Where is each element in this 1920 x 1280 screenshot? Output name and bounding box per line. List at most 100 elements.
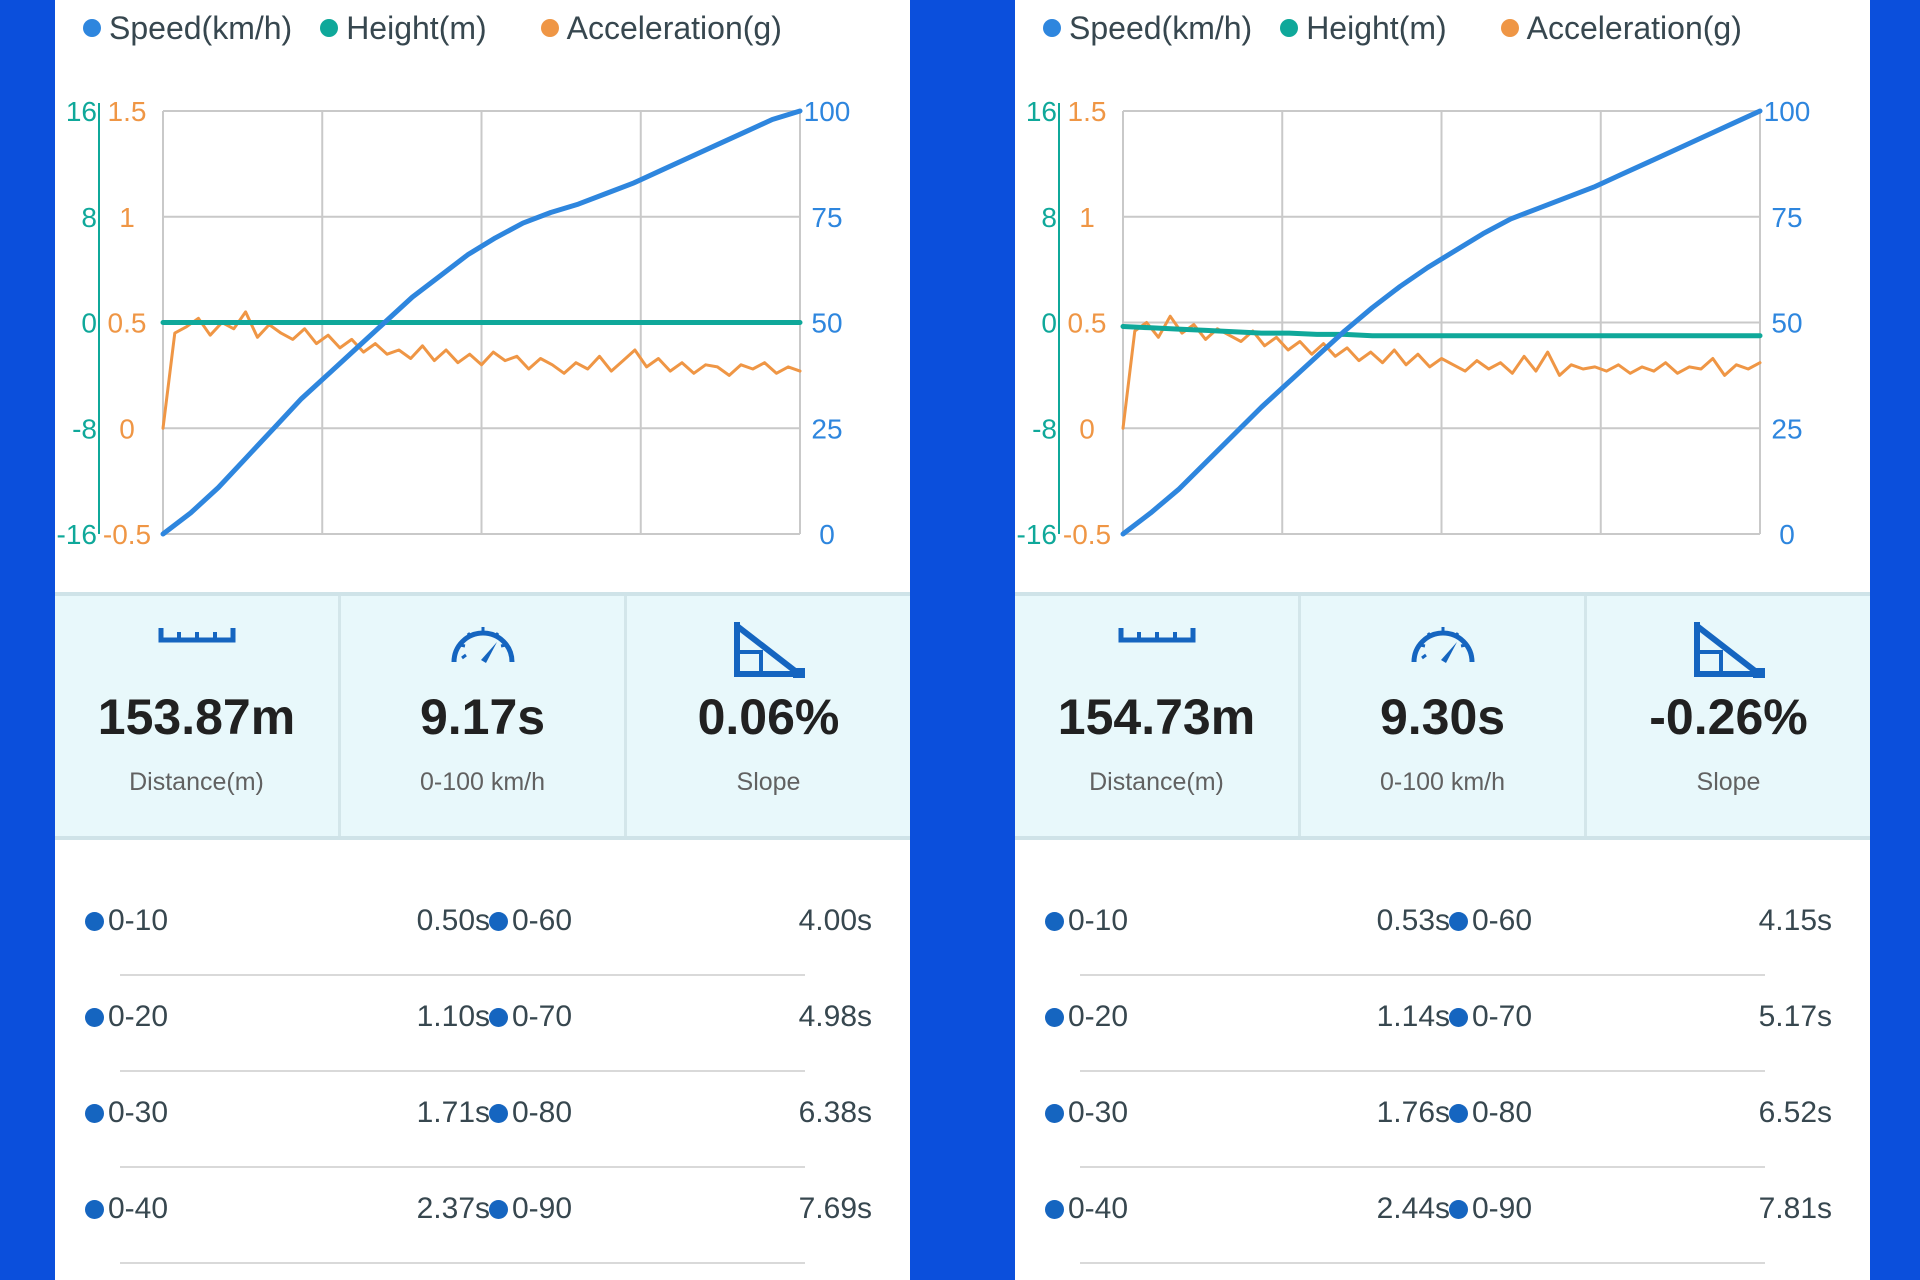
height-tick-label: 8 [1041, 202, 1057, 233]
zero-to-hundred-value: 9.17s [419, 689, 546, 745]
split-label: 0-30 [1045, 1096, 1128, 1130]
acceleration-tick-label: 0.5 [108, 308, 147, 339]
split-time: 2.37s [416, 1192, 490, 1225]
split-time: 4.15s [1758, 904, 1832, 937]
split-label: 0-40 [1045, 1192, 1128, 1226]
bullet-icon [489, 1103, 508, 1123]
speed-tick-label: 25 [811, 413, 842, 444]
split-range: 0-40 [108, 1192, 169, 1225]
bullet-icon [1045, 1007, 1064, 1027]
speed-legend-dot-icon [1043, 19, 1061, 37]
acceleration-tick-label: 1 [119, 202, 135, 233]
ruler-icon [158, 628, 235, 643]
height-tick-label: -8 [72, 413, 97, 444]
speed-legend-dot-icon [83, 19, 101, 37]
list-item: 0-30 1.71s 0-80 6.38s [55, 1072, 910, 1168]
split-range: 0-90 [1472, 1192, 1533, 1225]
bullet-icon [489, 1007, 508, 1027]
result-panel-right: Speed(km/h) Height(m) Acceleration(g) 16… [1015, 0, 1870, 1280]
legend-item-height[interactable]: Height(m) [320, 9, 487, 47]
slope-value: 0.06% [697, 689, 840, 745]
bullet-icon [1045, 911, 1064, 931]
stat-distance: 154.73m Distance(m) [1015, 596, 1301, 836]
legend-label-height: Height(m) [346, 9, 487, 46]
chart-legend: Speed(km/h) Height(m) Acceleration(g) [1043, 8, 1742, 48]
speed-tick-label: 100 [1764, 96, 1811, 127]
split-range: 0-70 [512, 1000, 573, 1033]
split-time: 4.00s [798, 904, 872, 937]
split-time: 7.69s [798, 1192, 872, 1225]
split-range: 0-10 [1068, 904, 1129, 937]
speed-tick-label: 100 [804, 96, 851, 127]
split-time: 2.44s [1376, 1192, 1450, 1225]
legend-label-height: Height(m) [1306, 9, 1447, 46]
list-item: 0-20 1.10s 0-70 4.98s [55, 976, 910, 1072]
distance-label: Distance(m) [1089, 768, 1224, 796]
acceleration-tick-label: 0.5 [1068, 308, 1107, 339]
split-label: 0-90 [1449, 1192, 1532, 1226]
bullet-icon [85, 911, 104, 931]
bullet-icon [1045, 1199, 1064, 1219]
split-range: 0-90 [512, 1192, 573, 1225]
split-time: 6.52s [1758, 1096, 1832, 1129]
height-legend-dot-icon [1280, 19, 1299, 37]
height-tick-label: 0 [81, 308, 97, 339]
split-label: 0-20 [1045, 1000, 1128, 1034]
stat-distance: 153.87m Distance(m) [55, 596, 341, 836]
height-tick-label: 16 [1026, 96, 1057, 127]
split-time: 5.17s [1758, 1000, 1832, 1033]
split-range: 0-10 [108, 904, 169, 937]
zero-to-hundred-label: 0-100 km/h [1379, 768, 1506, 796]
legend-label-speed: Speed(km/h) [1069, 9, 1253, 46]
acceleration-legend-dot-icon [1500, 19, 1519, 37]
zero-to-hundred-value: 9.30s [1379, 689, 1506, 745]
height-series-line [1120, 324, 1763, 339]
stats-row: 153.87m Distance(m) 9.17s 0-100 km/h 0.0… [55, 592, 910, 840]
acceleration-tick-label: -0.5 [103, 519, 151, 550]
split-time: 1.71s [416, 1096, 490, 1129]
height-tick-label: -16 [57, 519, 97, 550]
height-legend-dot-icon [320, 19, 339, 37]
stat-slope: 0.06% Slope [627, 596, 910, 836]
bullet-icon [1449, 1103, 1468, 1123]
legend-label-acceleration: Acceleration(g) [1526, 9, 1742, 46]
speed-tick-label: 0 [1779, 519, 1795, 550]
stat-0-100: 9.30s 0-100 km/h [1301, 596, 1587, 836]
bullet-icon [85, 1103, 104, 1123]
slope-value: -0.26% [1649, 689, 1808, 745]
speed-tick-label: 25 [1771, 413, 1802, 444]
split-time: 1.10s [416, 1000, 490, 1033]
slope-icon [1693, 622, 1765, 678]
legend-item-acceleration[interactable]: Acceleration(g) [540, 10, 782, 47]
legend-item-speed[interactable]: Speed(km/h) [1043, 10, 1252, 47]
split-range: 0-70 [1472, 1000, 1533, 1033]
height-tick-label: 16 [66, 96, 97, 127]
speedometer-icon [451, 627, 514, 663]
legend-item-speed[interactable]: Speed(km/h) [83, 10, 292, 47]
legend-item-acceleration[interactable]: Acceleration(g) [1500, 9, 1742, 47]
distance-value: 153.87m [97, 689, 296, 745]
height-tick-label: -16 [1017, 519, 1057, 550]
split-time: 6.38s [798, 1096, 872, 1129]
split-time: 1.14s [1376, 1000, 1450, 1033]
speed-tick-label: 50 [811, 308, 842, 339]
legend-item-height[interactable]: Height(m) [1280, 9, 1447, 47]
result-panel-left: Speed(km/h) Height(m) Acceleration(g) 16… [55, 0, 910, 1280]
split-range: 0-80 [1472, 1096, 1533, 1129]
split-range: 0-60 [512, 904, 573, 937]
list-item: 0-40 2.37s 0-90 7.69s [55, 1168, 910, 1264]
speedometer-icon [1411, 627, 1474, 663]
split-range: 0-20 [1068, 1000, 1129, 1033]
stats-row: 154.73m Distance(m) 9.30s 0-100 km/h -0.… [1015, 592, 1870, 840]
zero-to-hundred-label: 0-100 km/h [419, 768, 546, 796]
height-tick-label: -8 [1032, 413, 1057, 444]
list-item: 0-20 1.14s 0-70 5.17s [1015, 976, 1870, 1072]
bullet-icon [489, 1199, 508, 1219]
speed-tick-label: 75 [1771, 202, 1802, 233]
speed-series-line [160, 108, 803, 537]
acceleration-tick-label: 0 [1079, 413, 1095, 444]
height-tick-label: 8 [81, 202, 97, 233]
split-label: 0-60 [1449, 904, 1532, 938]
speed-tick-label: 75 [811, 202, 842, 233]
split-time: 4.98s [798, 1000, 872, 1033]
